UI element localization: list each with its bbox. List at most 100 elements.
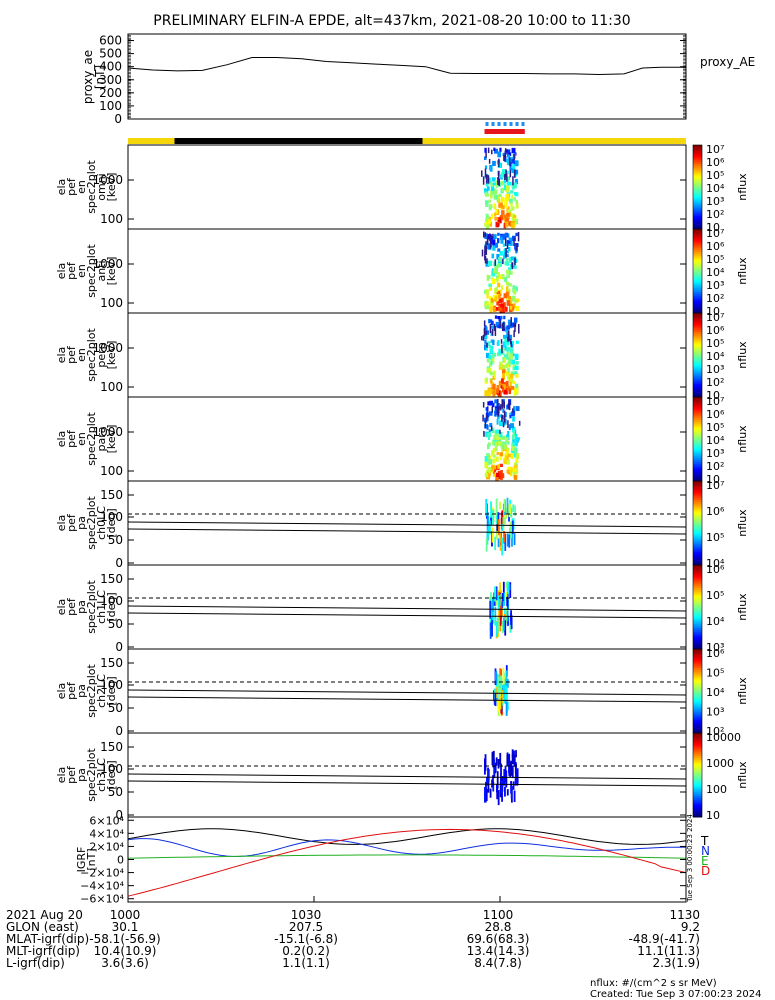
colorbar-segment [693,533,702,537]
orbit-bar [128,122,686,144]
flux-cell [489,221,493,227]
flux-cell [502,365,506,370]
colorbar-segment [693,371,702,375]
flux-cell [509,338,512,344]
flux-cell [498,532,501,543]
flux-cell [508,181,512,186]
flux-cell [508,334,513,341]
colorbar-segment [693,310,702,314]
y-tick-label: 150 [100,488,123,502]
colorbar-segment [693,262,702,266]
colorbar-segment [693,388,702,392]
pitch-angle-spectrogram-panel: 050100150elapefpaspec2plotch1LC[deg]10³1… [55,563,749,654]
colorbar-segment [693,609,702,612]
ephemeris-cell: 8.4(7.8) [474,956,522,970]
flux-cell [485,152,487,158]
flux-cell [513,406,516,411]
colorbar-segment [693,491,702,495]
colorbar-segment [693,397,702,400]
colorbar-segment [693,182,702,186]
colorbar-segment [693,289,702,293]
flux-cell [484,200,489,204]
flux-cell [489,323,492,334]
colorbar-segment [693,166,702,169]
colorbar-segment [693,812,702,816]
flux-cell [501,592,504,602]
colorbar-segment [693,189,702,192]
panel-ylabel-line: pef [65,261,78,280]
flux-cell [494,189,498,195]
flux-cell [500,763,502,775]
flux-cell [512,408,514,413]
flux-cell [494,586,496,602]
flux-cell [497,415,500,420]
flux-cell [497,232,500,236]
flux-cell [492,237,496,242]
panel-ylabel-line: [deg] [105,508,118,537]
flux-cell [490,596,493,605]
colorbar-segment [693,659,702,663]
colorbar-segment [693,682,702,686]
colorbar-tick-label: 10⁶ [706,563,725,576]
flux-cell [513,464,518,469]
flux-cell [503,276,508,282]
flux-cell [513,452,518,458]
flux-cell [503,321,505,331]
flux-cell [507,336,509,342]
flux-cell [504,411,507,418]
flux-cell [514,365,519,371]
flux-cell [498,158,500,168]
colorbar-label: nflux [736,509,749,537]
flux-cell [495,441,498,446]
flux-cell [487,243,492,250]
flux-cell [483,430,485,437]
colorbar-segment [693,464,702,467]
flux-cell [514,371,518,375]
colorbar-segment [693,552,702,555]
flux-cell [508,388,512,395]
flux-cell [506,679,509,688]
colorbar-segment [693,392,702,396]
colorbar-segment [693,178,702,182]
ephemeris-row-label: 2021 Aug 20 [6,908,83,922]
flux-cell [495,209,498,215]
colorbar-tick-label: 10² [706,208,724,221]
flux-cell [517,231,520,242]
panel-ylabel-line: spec2plot [85,160,98,214]
flux-cell [501,604,504,617]
flux-cell [504,200,508,206]
flux-cell [505,434,510,440]
flux-cell [498,595,500,611]
colorbar-segment [693,256,702,259]
proxy-ae-tick-label: 100 [99,99,122,113]
colorbar-label: nflux [736,257,749,285]
panel-ylabel-line: ela [55,263,68,280]
flux-cell [488,367,492,374]
flux-cell [488,318,491,324]
flux-cell [486,274,490,281]
flux-cell [502,233,506,240]
flux-cell [512,416,515,422]
flux-cell [501,780,504,792]
flux-cell [509,242,513,247]
flux-cell [497,700,500,712]
igrf-T-line [127,828,687,845]
panel-ylabel-line: pef [65,681,78,700]
colorbar-segment [693,754,702,757]
colorbar-tick-label: 10⁴ [706,434,725,447]
colorbar-segment [693,810,702,814]
flux-cell [488,429,492,433]
colorbar-segment [693,695,702,698]
flux-cell [492,233,494,239]
colorbar-segment [693,260,702,264]
flux-cell [515,232,519,237]
flux-cell [504,415,506,423]
flux-cell [486,294,489,299]
flux-cell [513,197,516,201]
colorbar-segment [693,170,702,173]
flux-cell [502,408,505,413]
colorbar-segment [693,157,702,161]
colorbar-segment [693,712,702,715]
